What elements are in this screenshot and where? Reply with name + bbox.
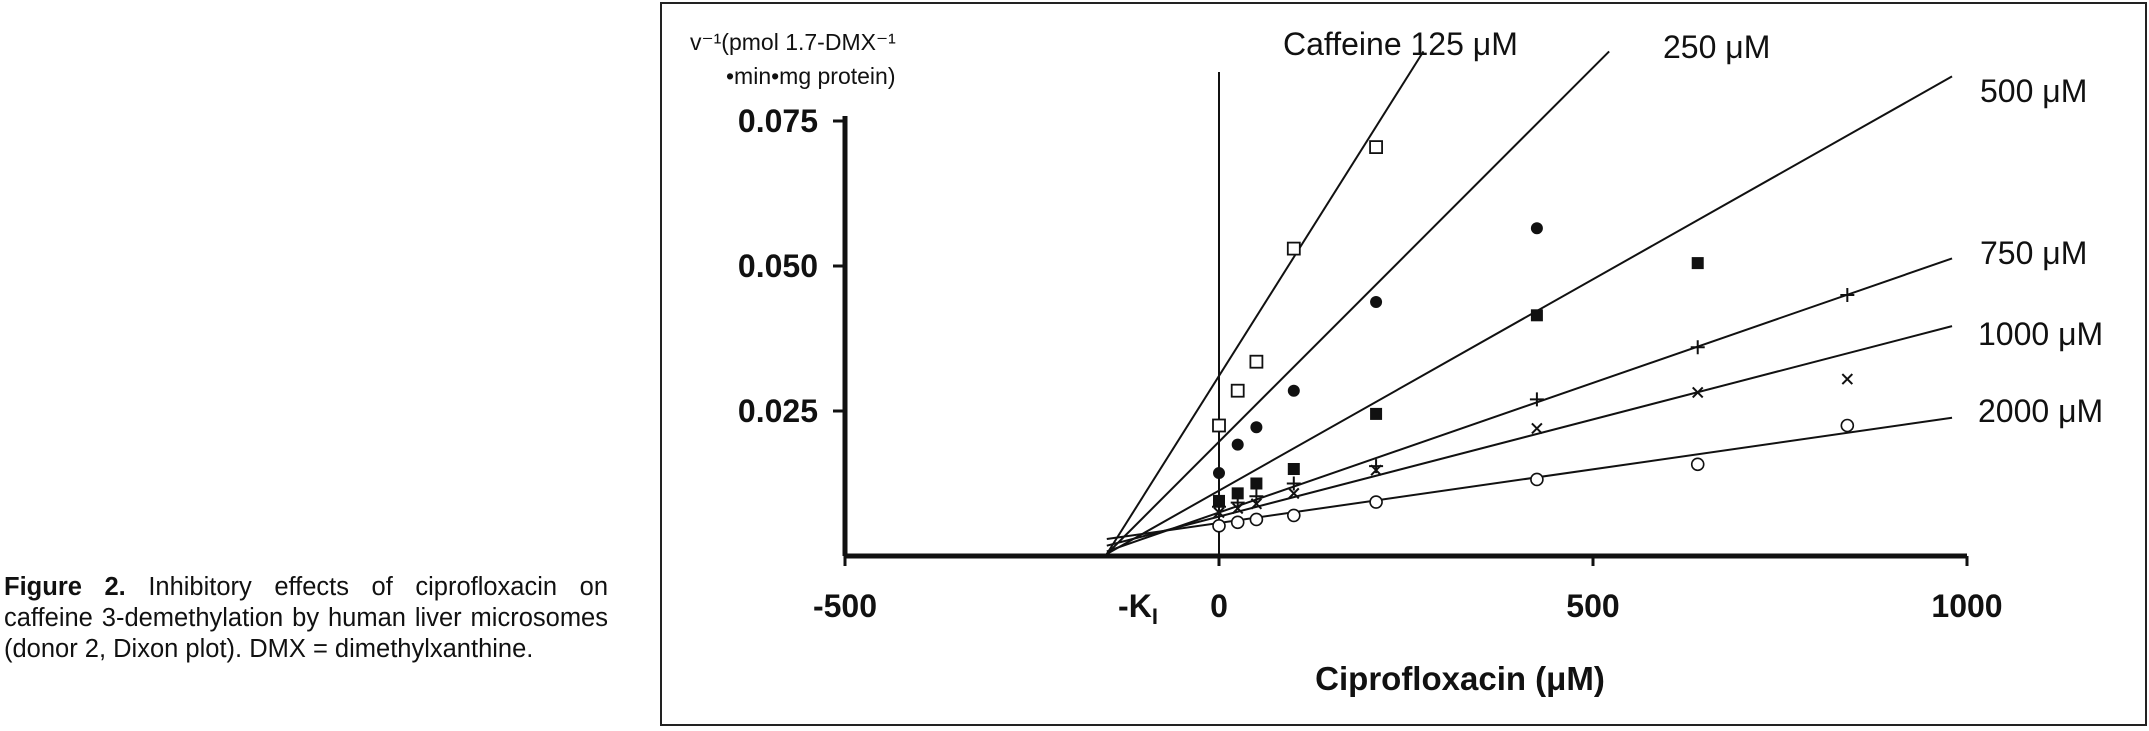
- data-point: [1690, 340, 1705, 355]
- data-markers: [1212, 140, 1855, 533]
- series-label: 750 μM: [1980, 235, 2087, 271]
- data-point: [1286, 241, 1301, 256]
- data-point: [1250, 498, 1263, 510]
- data-point: [1249, 354, 1264, 369]
- data-point: [1840, 418, 1855, 433]
- data-point: [1230, 515, 1245, 530]
- y-axis-title-line1: v⁻¹(pmol 1.7-DMX⁻¹: [690, 29, 896, 55]
- y-tick-label: 0.025: [738, 393, 818, 429]
- data-point: [1530, 222, 1543, 235]
- data-point: [1840, 288, 1855, 302]
- caption-label: Figure 2.: [4, 573, 126, 601]
- ki-label: -KI: [1118, 588, 1158, 629]
- regression-line: [1106, 325, 1953, 547]
- data-point: [1841, 373, 1854, 385]
- data-point: [1231, 438, 1244, 451]
- x-tick-label: 0: [1210, 588, 1228, 624]
- y-axis-title-line2: •min•mg protein): [726, 63, 896, 89]
- data-point: [1231, 487, 1244, 500]
- data-point: [1370, 464, 1382, 476]
- series-label: 2000 μM: [1978, 393, 2103, 429]
- x-tick-label: -500: [813, 588, 877, 624]
- data-point: [1287, 463, 1300, 475]
- regression-lines: [1105, 50, 1953, 555]
- series-label: 250 μM: [1663, 29, 1770, 65]
- data-point: [1288, 487, 1300, 500]
- data-point: [1249, 489, 1264, 504]
- data-point: [1212, 519, 1226, 533]
- data-point: [1370, 295, 1383, 308]
- y-tick-label: 0.050: [738, 248, 818, 284]
- data-point: [1531, 422, 1543, 435]
- data-point: [1249, 512, 1264, 527]
- data-point: [1287, 384, 1300, 397]
- axes: [833, 72, 1969, 566]
- data-point: [1287, 508, 1301, 523]
- data-point: [1250, 477, 1263, 490]
- data-point: [1530, 472, 1544, 487]
- regression-line: [1106, 416, 1953, 541]
- regression-line: [1106, 75, 1953, 555]
- series-label: 500 μM: [1980, 73, 2087, 109]
- regression-line: [1106, 50, 1610, 555]
- data-point: [1230, 383, 1245, 398]
- caption-text: Inhibitory effects of ciprofloxacin on c…: [4, 573, 609, 663]
- data-point: [1213, 467, 1225, 480]
- data-point: [1530, 309, 1543, 322]
- x-tick-label: 1000: [1931, 588, 2002, 624]
- data-point: [1369, 495, 1383, 509]
- regression-line: [1106, 257, 1953, 553]
- data-point: [1369, 140, 1383, 155]
- regression-line: [1105, 50, 1425, 555]
- data-point: [1370, 407, 1383, 420]
- data-point: [1286, 476, 1301, 491]
- data-point: [1212, 418, 1226, 433]
- data-point: [1213, 506, 1225, 519]
- data-point: [1529, 392, 1544, 407]
- data-point: [1231, 502, 1244, 515]
- series-label: 1000 μM: [1978, 316, 2103, 352]
- x-tick-label: 500: [1566, 588, 1619, 624]
- x-axis-title: Ciprofloxacin (μM): [1315, 660, 1605, 697]
- y-tick-label: 0.075: [738, 103, 818, 139]
- series-label: Caffeine 125 μM: [1283, 26, 1518, 62]
- data-point: [1692, 386, 1704, 399]
- data-point: [1690, 457, 1705, 472]
- labels: -500 0 500 1000 0.025 0.050 0.075 -KI Ciprofloxa…: [690, 26, 2103, 697]
- data-point: [1250, 421, 1263, 434]
- data-point: [1691, 257, 1704, 270]
- figure-caption: Figure 2. Inhibitory effects of ciproflo…: [4, 572, 608, 665]
- chart-frame: [660, 2, 2147, 726]
